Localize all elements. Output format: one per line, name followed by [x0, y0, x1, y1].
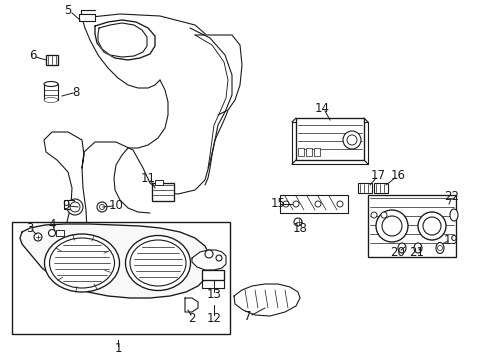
- Text: 16: 16: [390, 168, 405, 181]
- Bar: [152, 183, 174, 201]
- Text: 7: 7: [244, 310, 251, 324]
- Ellipse shape: [435, 243, 443, 253]
- Circle shape: [283, 201, 288, 207]
- Circle shape: [67, 199, 83, 215]
- Bar: [46, 55, 58, 65]
- Bar: [155, 180, 163, 185]
- Circle shape: [216, 255, 222, 261]
- Circle shape: [381, 216, 401, 236]
- Circle shape: [375, 210, 407, 242]
- Circle shape: [48, 230, 55, 237]
- Bar: [56, 230, 64, 236]
- Bar: [295, 118, 363, 160]
- Text: 20: 20: [390, 246, 405, 258]
- Circle shape: [437, 246, 442, 251]
- Bar: [305, 148, 311, 156]
- Bar: [79, 14, 95, 21]
- Ellipse shape: [130, 240, 185, 286]
- Polygon shape: [95, 20, 155, 60]
- Text: 18: 18: [292, 221, 307, 234]
- Circle shape: [314, 201, 320, 207]
- Text: 3: 3: [26, 221, 34, 234]
- Polygon shape: [44, 14, 234, 244]
- Polygon shape: [234, 284, 299, 316]
- Polygon shape: [195, 35, 242, 115]
- Text: 15: 15: [270, 197, 285, 210]
- Circle shape: [422, 217, 440, 235]
- Bar: [202, 270, 224, 280]
- Text: 10: 10: [108, 198, 123, 212]
- Bar: [297, 148, 304, 156]
- Polygon shape: [184, 298, 198, 312]
- Bar: [357, 183, 371, 193]
- Ellipse shape: [44, 234, 119, 292]
- Polygon shape: [20, 224, 209, 298]
- Polygon shape: [98, 23, 147, 57]
- Text: 14: 14: [314, 102, 329, 114]
- Bar: [280, 195, 347, 213]
- Polygon shape: [291, 122, 367, 164]
- Polygon shape: [192, 250, 225, 270]
- Circle shape: [417, 212, 445, 240]
- Bar: [44, 84, 58, 100]
- Circle shape: [292, 201, 298, 207]
- Text: 5: 5: [64, 4, 72, 17]
- Ellipse shape: [449, 209, 457, 221]
- Ellipse shape: [397, 243, 405, 253]
- Circle shape: [342, 131, 360, 149]
- Bar: [367, 195, 455, 257]
- Circle shape: [204, 250, 213, 258]
- Text: 17: 17: [370, 168, 385, 181]
- Text: 9: 9: [62, 198, 70, 212]
- Ellipse shape: [44, 81, 58, 86]
- Text: 21: 21: [408, 246, 424, 258]
- Bar: [64, 200, 74, 209]
- Circle shape: [336, 201, 342, 207]
- Circle shape: [346, 135, 356, 145]
- Ellipse shape: [413, 243, 421, 253]
- Text: 2: 2: [188, 311, 195, 324]
- Bar: [373, 183, 387, 193]
- Text: 12: 12: [206, 311, 221, 324]
- Text: 4: 4: [48, 217, 56, 230]
- Circle shape: [99, 204, 104, 210]
- Circle shape: [370, 212, 376, 218]
- Circle shape: [34, 233, 42, 241]
- Text: 6: 6: [29, 49, 37, 62]
- Text: 13: 13: [206, 288, 221, 301]
- Circle shape: [380, 212, 386, 218]
- Bar: [313, 148, 319, 156]
- Circle shape: [70, 202, 80, 212]
- Text: 11: 11: [140, 171, 155, 185]
- Text: 19: 19: [443, 234, 458, 247]
- Text: 1: 1: [114, 342, 122, 355]
- Text: 22: 22: [444, 189, 459, 202]
- Bar: [12, 222, 229, 334]
- Text: 8: 8: [72, 86, 80, 99]
- Circle shape: [97, 202, 107, 212]
- Ellipse shape: [125, 235, 190, 291]
- Ellipse shape: [49, 238, 114, 288]
- Circle shape: [293, 218, 302, 226]
- Ellipse shape: [44, 98, 58, 103]
